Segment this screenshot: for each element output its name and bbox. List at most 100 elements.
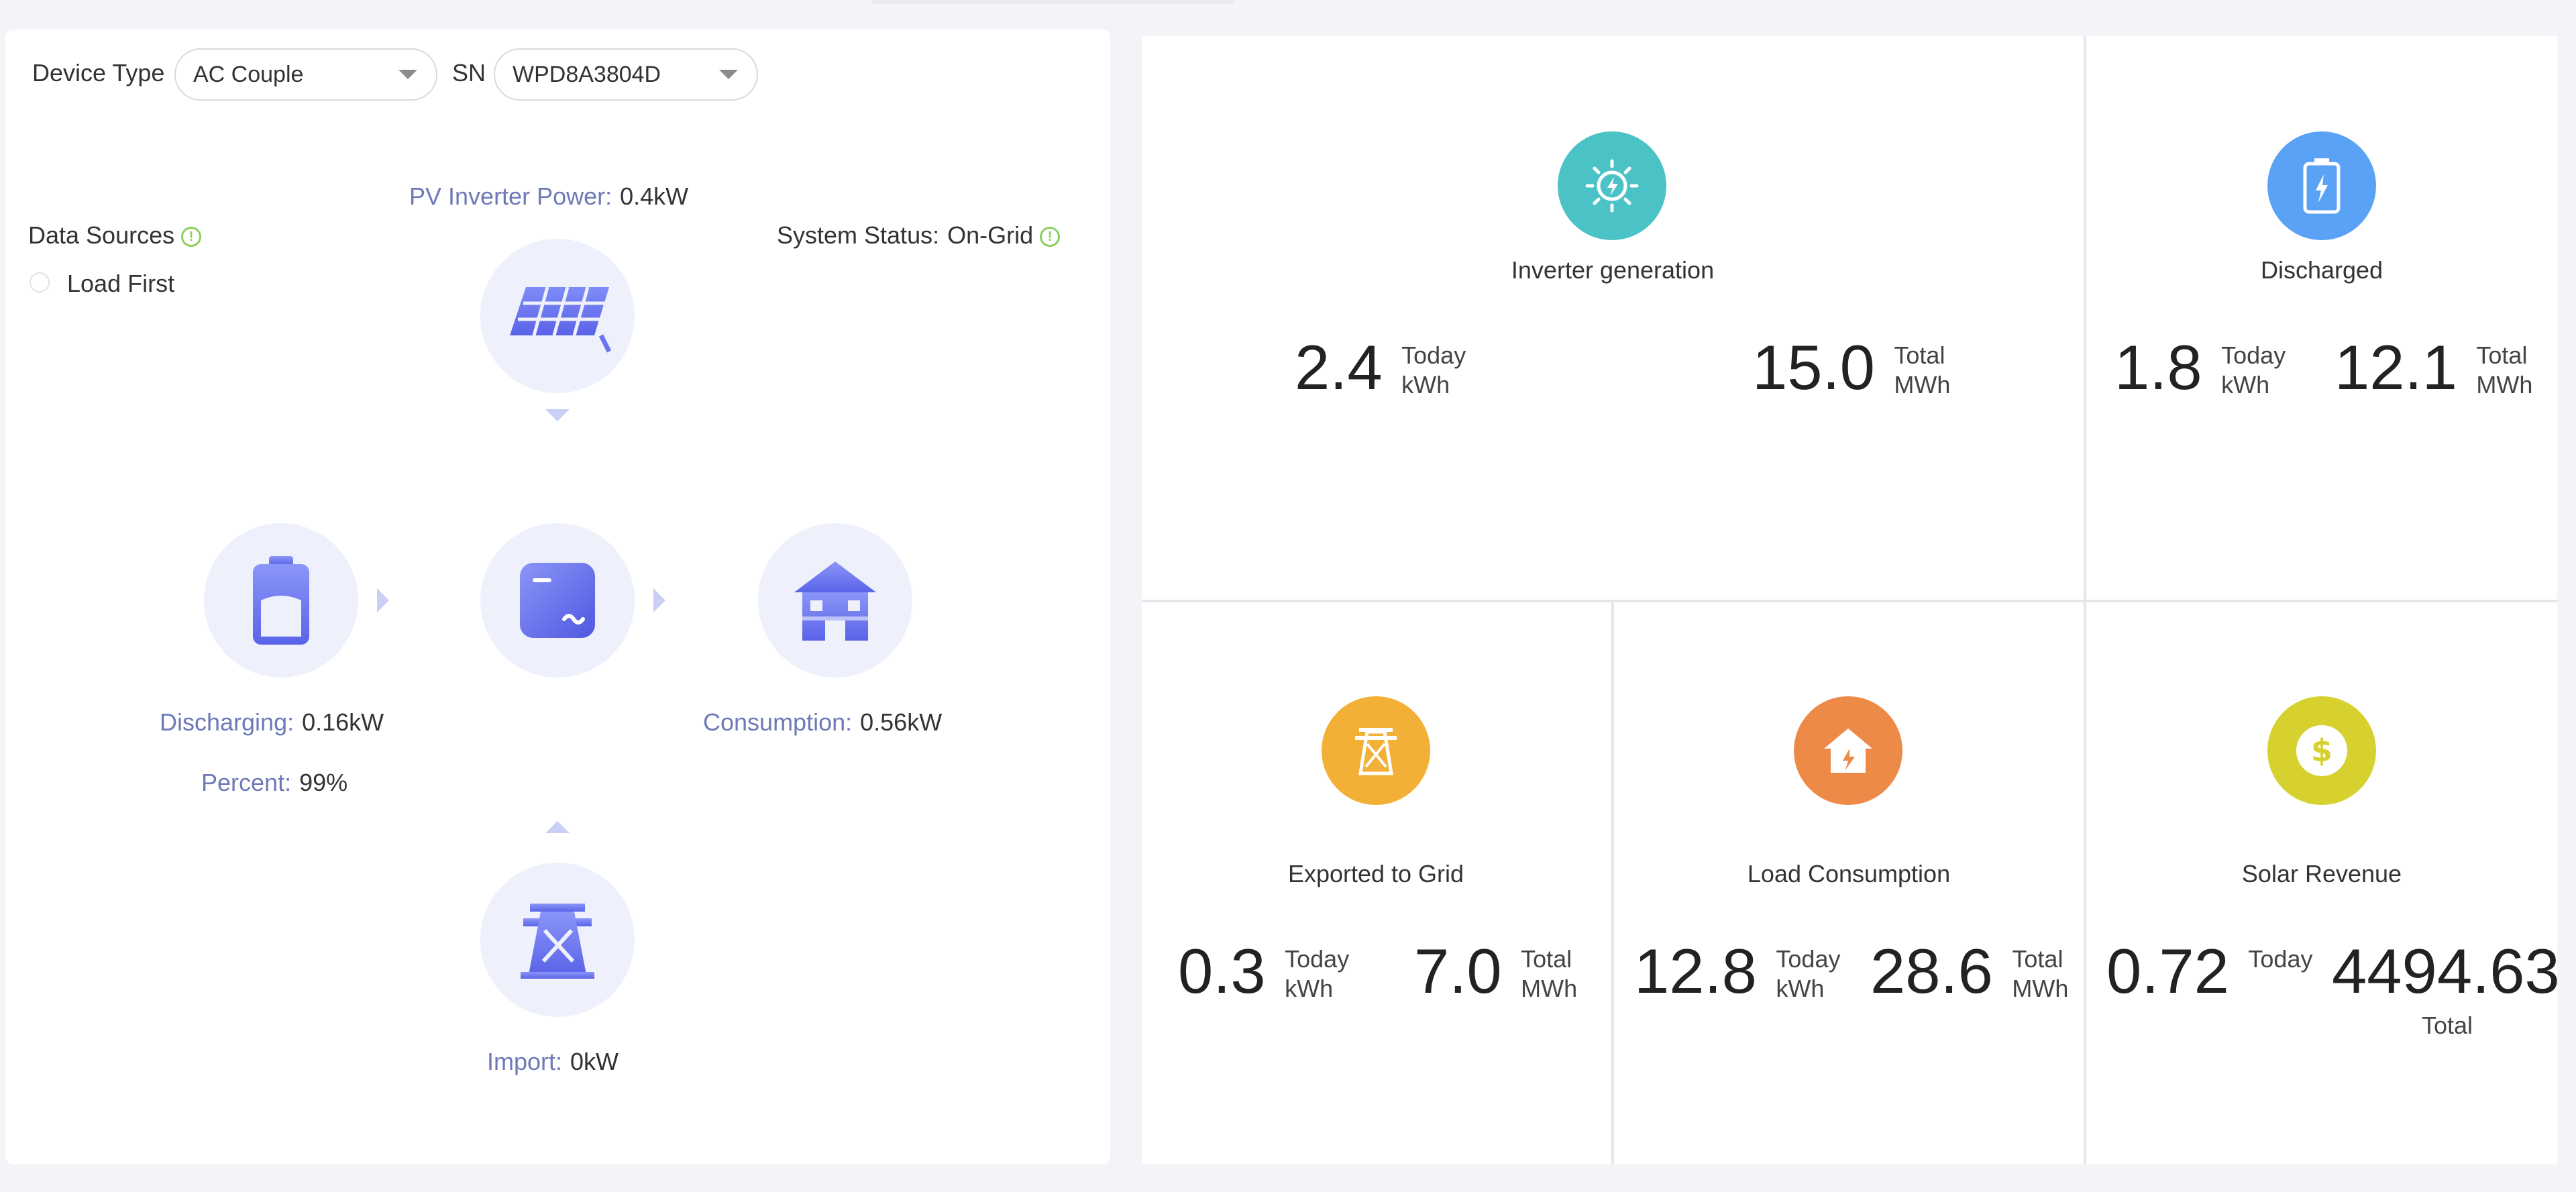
total-label: Total <box>1521 945 1572 973</box>
total-stat: 15.0 Total MWh <box>1752 334 1950 401</box>
data-sources-label: Data Sources <box>28 221 175 249</box>
inverter-icon <box>520 563 595 638</box>
sn-label: SN <box>452 59 486 87</box>
chevron-down-icon <box>719 70 738 79</box>
total-value: 12.1 <box>2334 332 2457 402</box>
card-title: Load Consumption <box>1747 860 1951 887</box>
grid-tower-icon <box>521 904 594 979</box>
battery-icon <box>2267 131 2376 240</box>
system-status-label: System Status: <box>777 221 940 249</box>
pv-node <box>480 239 635 393</box>
solar-revenue-card: $ Solar Revenue 0.72 Today 4494.63 Total <box>2086 602 2560 1164</box>
pv-flow-arrow <box>545 409 570 421</box>
exported-to-grid-card: Exported to Grid 0.3 Today kWh 7.0 Total M… <box>1142 602 1611 1164</box>
sun-icon <box>1558 131 1666 240</box>
energy-flow-panel: Device Type AC Couple SN WPD8A3804D PV I… <box>5 30 1110 1164</box>
battery-flow-arrow <box>377 588 389 612</box>
total-value: 7.0 <box>1414 936 1502 1006</box>
discharging-label: Discharging: <box>160 708 294 736</box>
today-label: Today <box>1401 341 1466 369</box>
data-sources-heading: Data Sources! <box>28 221 202 250</box>
today-value: 12.8 <box>1634 936 1757 1006</box>
total-unit: MWh <box>2476 371 2533 398</box>
today-label: Today <box>1776 945 1841 973</box>
grid-tower-icon <box>1322 696 1430 805</box>
total-label: Total <box>2476 341 2528 369</box>
top-tab-strip <box>872 0 1234 4</box>
today-value: 0.3 <box>1178 936 1266 1006</box>
dollar-icon: $ <box>2267 696 2376 805</box>
load-first-label: Load First <box>67 270 175 297</box>
today-unit: kWh <box>2221 371 2270 398</box>
card-title: Exported to Grid <box>1287 860 1464 887</box>
total-stat: 12.1 Total MWh <box>2334 334 2532 401</box>
today-label: Today <box>1285 945 1350 973</box>
total-unit: MWh <box>1521 975 1578 1002</box>
today-unit: kWh <box>1401 371 1450 398</box>
total-unit: MWh <box>1894 371 1951 398</box>
grid-flow-arrow <box>545 821 570 833</box>
total-stat: 4494.63 <box>2332 938 2560 1005</box>
inverter-node <box>480 523 635 678</box>
total-label: Total <box>1894 341 1945 369</box>
today-value: 2.4 <box>1295 332 1383 402</box>
info-icon[interactable]: ! <box>1040 227 1061 248</box>
consumption-node <box>758 523 912 678</box>
sn-select[interactable]: WPD8A3804D <box>494 48 758 101</box>
today-stat: 2.4 Today kWh <box>1295 334 1466 401</box>
card-title: Discharged <box>2260 256 2383 284</box>
battery-icon <box>253 556 309 645</box>
chevron-down-icon <box>398 70 417 79</box>
card-title: Solar Revenue <box>2241 860 2402 887</box>
total-stat: 7.0 Total MWh <box>1414 938 1577 1005</box>
grid-node <box>480 863 635 1017</box>
total-stat: 28.6 Total MWh <box>1870 938 2068 1005</box>
today-value: 1.8 <box>2114 332 2202 402</box>
percent-value: 99% <box>299 769 348 796</box>
stats-panel: Inverter generation 2.4 Today kWh 15.0 To… <box>1142 36 2560 1164</box>
percent-readout: Percent: 99% <box>201 769 347 797</box>
device-type-value: AC Couple <box>193 61 304 87</box>
today-label: Today <box>2221 341 2286 369</box>
total-value: 15.0 <box>1752 332 1875 402</box>
system-status-value: On-Grid <box>947 221 1034 249</box>
total-label: Total <box>2012 945 2063 973</box>
today-stat: 1.8 Today kWh <box>2114 334 2286 401</box>
discharging-readout: Discharging: 0.16kW <box>160 708 384 737</box>
today-label: Today <box>2248 945 2313 973</box>
discharging-value: 0.16kW <box>302 708 384 736</box>
pv-power-label: PV Inverter Power: <box>409 182 612 210</box>
inverter-generation-card: Inverter generation 2.4 Today kWh 15.0 To… <box>1142 36 2084 600</box>
discharged-card: Discharged 1.8 Today kWh 12.1 Total MWh <box>2086 36 2557 600</box>
total-label: Total <box>2422 1012 2473 1039</box>
house-icon <box>1794 696 1902 805</box>
import-value: 0kW <box>570 1048 619 1075</box>
percent-label: Percent: <box>201 769 292 796</box>
import-readout: Import: 0kW <box>487 1048 619 1076</box>
total-value: 28.6 <box>1870 936 1993 1006</box>
card-title: Inverter generation <box>1511 256 1715 284</box>
consumption-readout: Consumption: 0.56kW <box>703 708 942 737</box>
load-first-radio[interactable] <box>30 272 50 292</box>
today-stat: 0.3 Today kWh <box>1178 938 1349 1005</box>
consumption-label: Consumption: <box>703 708 853 736</box>
total-unit: MWh <box>2012 975 2069 1002</box>
pv-power-value: 0.4kW <box>620 182 689 210</box>
solar-panel-icon <box>510 286 612 353</box>
load-consumption-card: Load Consumption 12.8 Today kWh 28.6 Tota… <box>1614 602 2084 1164</box>
consumption-value: 0.56kW <box>860 708 943 736</box>
device-type-label: Device Type <box>32 59 165 87</box>
pv-power-readout: PV Inverter Power: 0.4kW <box>409 182 688 211</box>
system-status: System Status: On-Grid! <box>777 221 1061 250</box>
today-value: 0.72 <box>2106 936 2229 1006</box>
svg-text:$: $ <box>2311 733 2332 769</box>
consumption-flow-arrow <box>653 588 665 612</box>
today-stat: 0.72 Today <box>2106 938 2312 1005</box>
total-value: 4494.63 <box>2332 936 2560 1006</box>
today-unit: kWh <box>1776 975 1825 1002</box>
info-icon[interactable]: ! <box>181 227 202 248</box>
today-stat: 12.8 Today kWh <box>1634 938 1840 1005</box>
battery-node <box>204 523 358 678</box>
device-type-select[interactable]: AC Couple <box>174 48 437 101</box>
today-unit: kWh <box>1285 975 1334 1002</box>
